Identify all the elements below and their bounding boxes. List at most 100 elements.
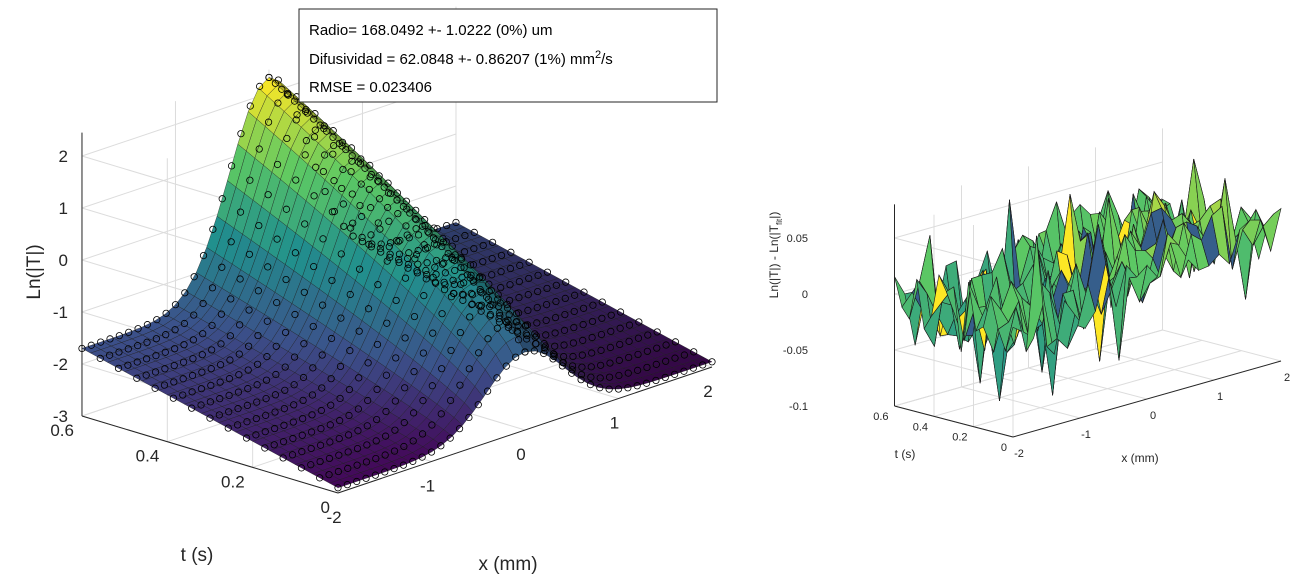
left-data-marker xyxy=(494,295,502,303)
annotation-line-2-sup: 2 xyxy=(595,49,601,61)
left-data-marker xyxy=(299,396,307,404)
left-data-marker xyxy=(400,419,408,427)
left-data-marker xyxy=(311,110,319,118)
left-data-marker xyxy=(254,287,262,295)
left-data-marker xyxy=(433,225,441,233)
left-data-marker xyxy=(207,365,215,373)
annotation-line-3: RMSE = 0.023406 xyxy=(309,79,432,96)
left-data-marker xyxy=(559,358,567,367)
left-data-marker xyxy=(549,350,558,358)
left-data-marker xyxy=(364,305,373,313)
left-data-marker xyxy=(358,238,367,246)
left-data-marker xyxy=(162,309,170,317)
left-data-marker xyxy=(261,444,269,452)
left-data-marker xyxy=(452,218,460,227)
left-data-marker xyxy=(114,364,123,372)
left-data-marker xyxy=(218,263,226,271)
left-y-tick-label: 0.2 xyxy=(221,472,245,491)
left-data-marker xyxy=(291,310,299,319)
left-data-marker xyxy=(242,434,251,442)
left-data-marker xyxy=(515,278,523,286)
left-data-marker xyxy=(456,328,464,337)
left-data-marker xyxy=(488,238,497,246)
left-data-marker xyxy=(317,406,325,415)
left-data-marker xyxy=(199,330,207,338)
left-ridge-marker xyxy=(521,348,529,356)
right-axis-line xyxy=(1012,360,1282,438)
left-data-marker xyxy=(410,368,418,376)
left-data-marker xyxy=(438,365,446,373)
left-data-marker xyxy=(143,355,151,363)
left-data-marker xyxy=(447,346,455,355)
left-ridge-marker xyxy=(316,121,324,129)
left-data-marker xyxy=(476,288,484,296)
left-data-marker xyxy=(466,313,474,321)
left-data-marker xyxy=(272,370,280,379)
left-data-marker xyxy=(439,238,447,246)
left-data-marker xyxy=(568,362,577,370)
left-data-marker xyxy=(326,421,334,429)
left-data-marker xyxy=(357,180,365,188)
right-grid-line xyxy=(973,350,1242,428)
annotation-line-2: Difusividad = 62.0848 +- 0.86207 (1%) mm… xyxy=(309,49,613,68)
left-data-marker xyxy=(236,321,244,329)
left-data-marker xyxy=(282,328,290,337)
left-data-marker xyxy=(289,418,297,426)
right-x-tick-label: 0 xyxy=(1150,410,1156,422)
left-data-marker xyxy=(309,322,317,331)
left-data-marker xyxy=(571,291,579,299)
left-z-tick-label: 1 xyxy=(59,199,68,218)
left-data-marker xyxy=(514,322,522,330)
left-data-marker xyxy=(255,221,263,230)
left-data-marker xyxy=(310,192,318,200)
left-data-marker xyxy=(412,250,421,259)
right-grid-line xyxy=(933,339,1203,417)
left-data-marker xyxy=(405,249,413,257)
left-data-marker xyxy=(607,311,615,319)
left-data-marker xyxy=(447,396,455,405)
left-data-marker xyxy=(597,361,605,369)
left-data-marker xyxy=(291,249,299,257)
left-data-marker xyxy=(391,426,399,434)
left-data-marker xyxy=(288,451,297,459)
left-data-marker xyxy=(355,265,364,273)
left-data-marker xyxy=(560,326,569,334)
left-z-tick-label: -3 xyxy=(53,407,68,426)
left-data-marker xyxy=(495,315,503,323)
left-data-marker xyxy=(466,261,475,269)
left-data-marker xyxy=(432,256,441,265)
left-data-marker xyxy=(670,370,679,378)
left-data-marker xyxy=(382,407,390,416)
left-data-marker xyxy=(635,318,643,326)
left-data-marker xyxy=(487,286,495,295)
left-data-marker xyxy=(244,385,252,393)
left-data-marker xyxy=(292,176,300,184)
left-data-marker xyxy=(312,163,320,171)
left-ridge-marker xyxy=(335,139,343,148)
left-data-marker xyxy=(290,381,298,389)
right-y-tick-label: 0.2 xyxy=(952,432,967,444)
left-data-marker xyxy=(569,352,577,361)
left-data-marker xyxy=(282,205,291,213)
left-data-marker xyxy=(634,334,643,342)
left-y-tick-label: 0.6 xyxy=(50,421,74,440)
left-ridge-marker xyxy=(470,278,478,286)
annotation-line-2-suffix: /s xyxy=(601,51,613,68)
left-data-marker xyxy=(309,364,317,372)
left-data-marker xyxy=(522,330,530,338)
left-data-marker xyxy=(589,301,597,309)
left-data-marker xyxy=(189,355,197,363)
left-tick-labels: -3 -2 -1 0 1 2 0 0.2 0.4 0.6 -2 -1 0 1 2 xyxy=(50,147,712,527)
left-data-marker xyxy=(430,224,438,232)
left-data-marker xyxy=(642,379,651,387)
left-data-marker xyxy=(354,427,362,435)
left-data-marker xyxy=(616,308,625,316)
left-x-tick-label: -1 xyxy=(420,477,435,496)
left-data-marker xyxy=(181,289,189,297)
left-data-marker xyxy=(579,320,587,329)
left-data-marker xyxy=(615,356,623,364)
left-data-marker xyxy=(486,310,495,319)
left-ridge-marker xyxy=(489,301,497,309)
left-data-marker xyxy=(338,184,346,193)
left-data-marker xyxy=(339,165,347,174)
